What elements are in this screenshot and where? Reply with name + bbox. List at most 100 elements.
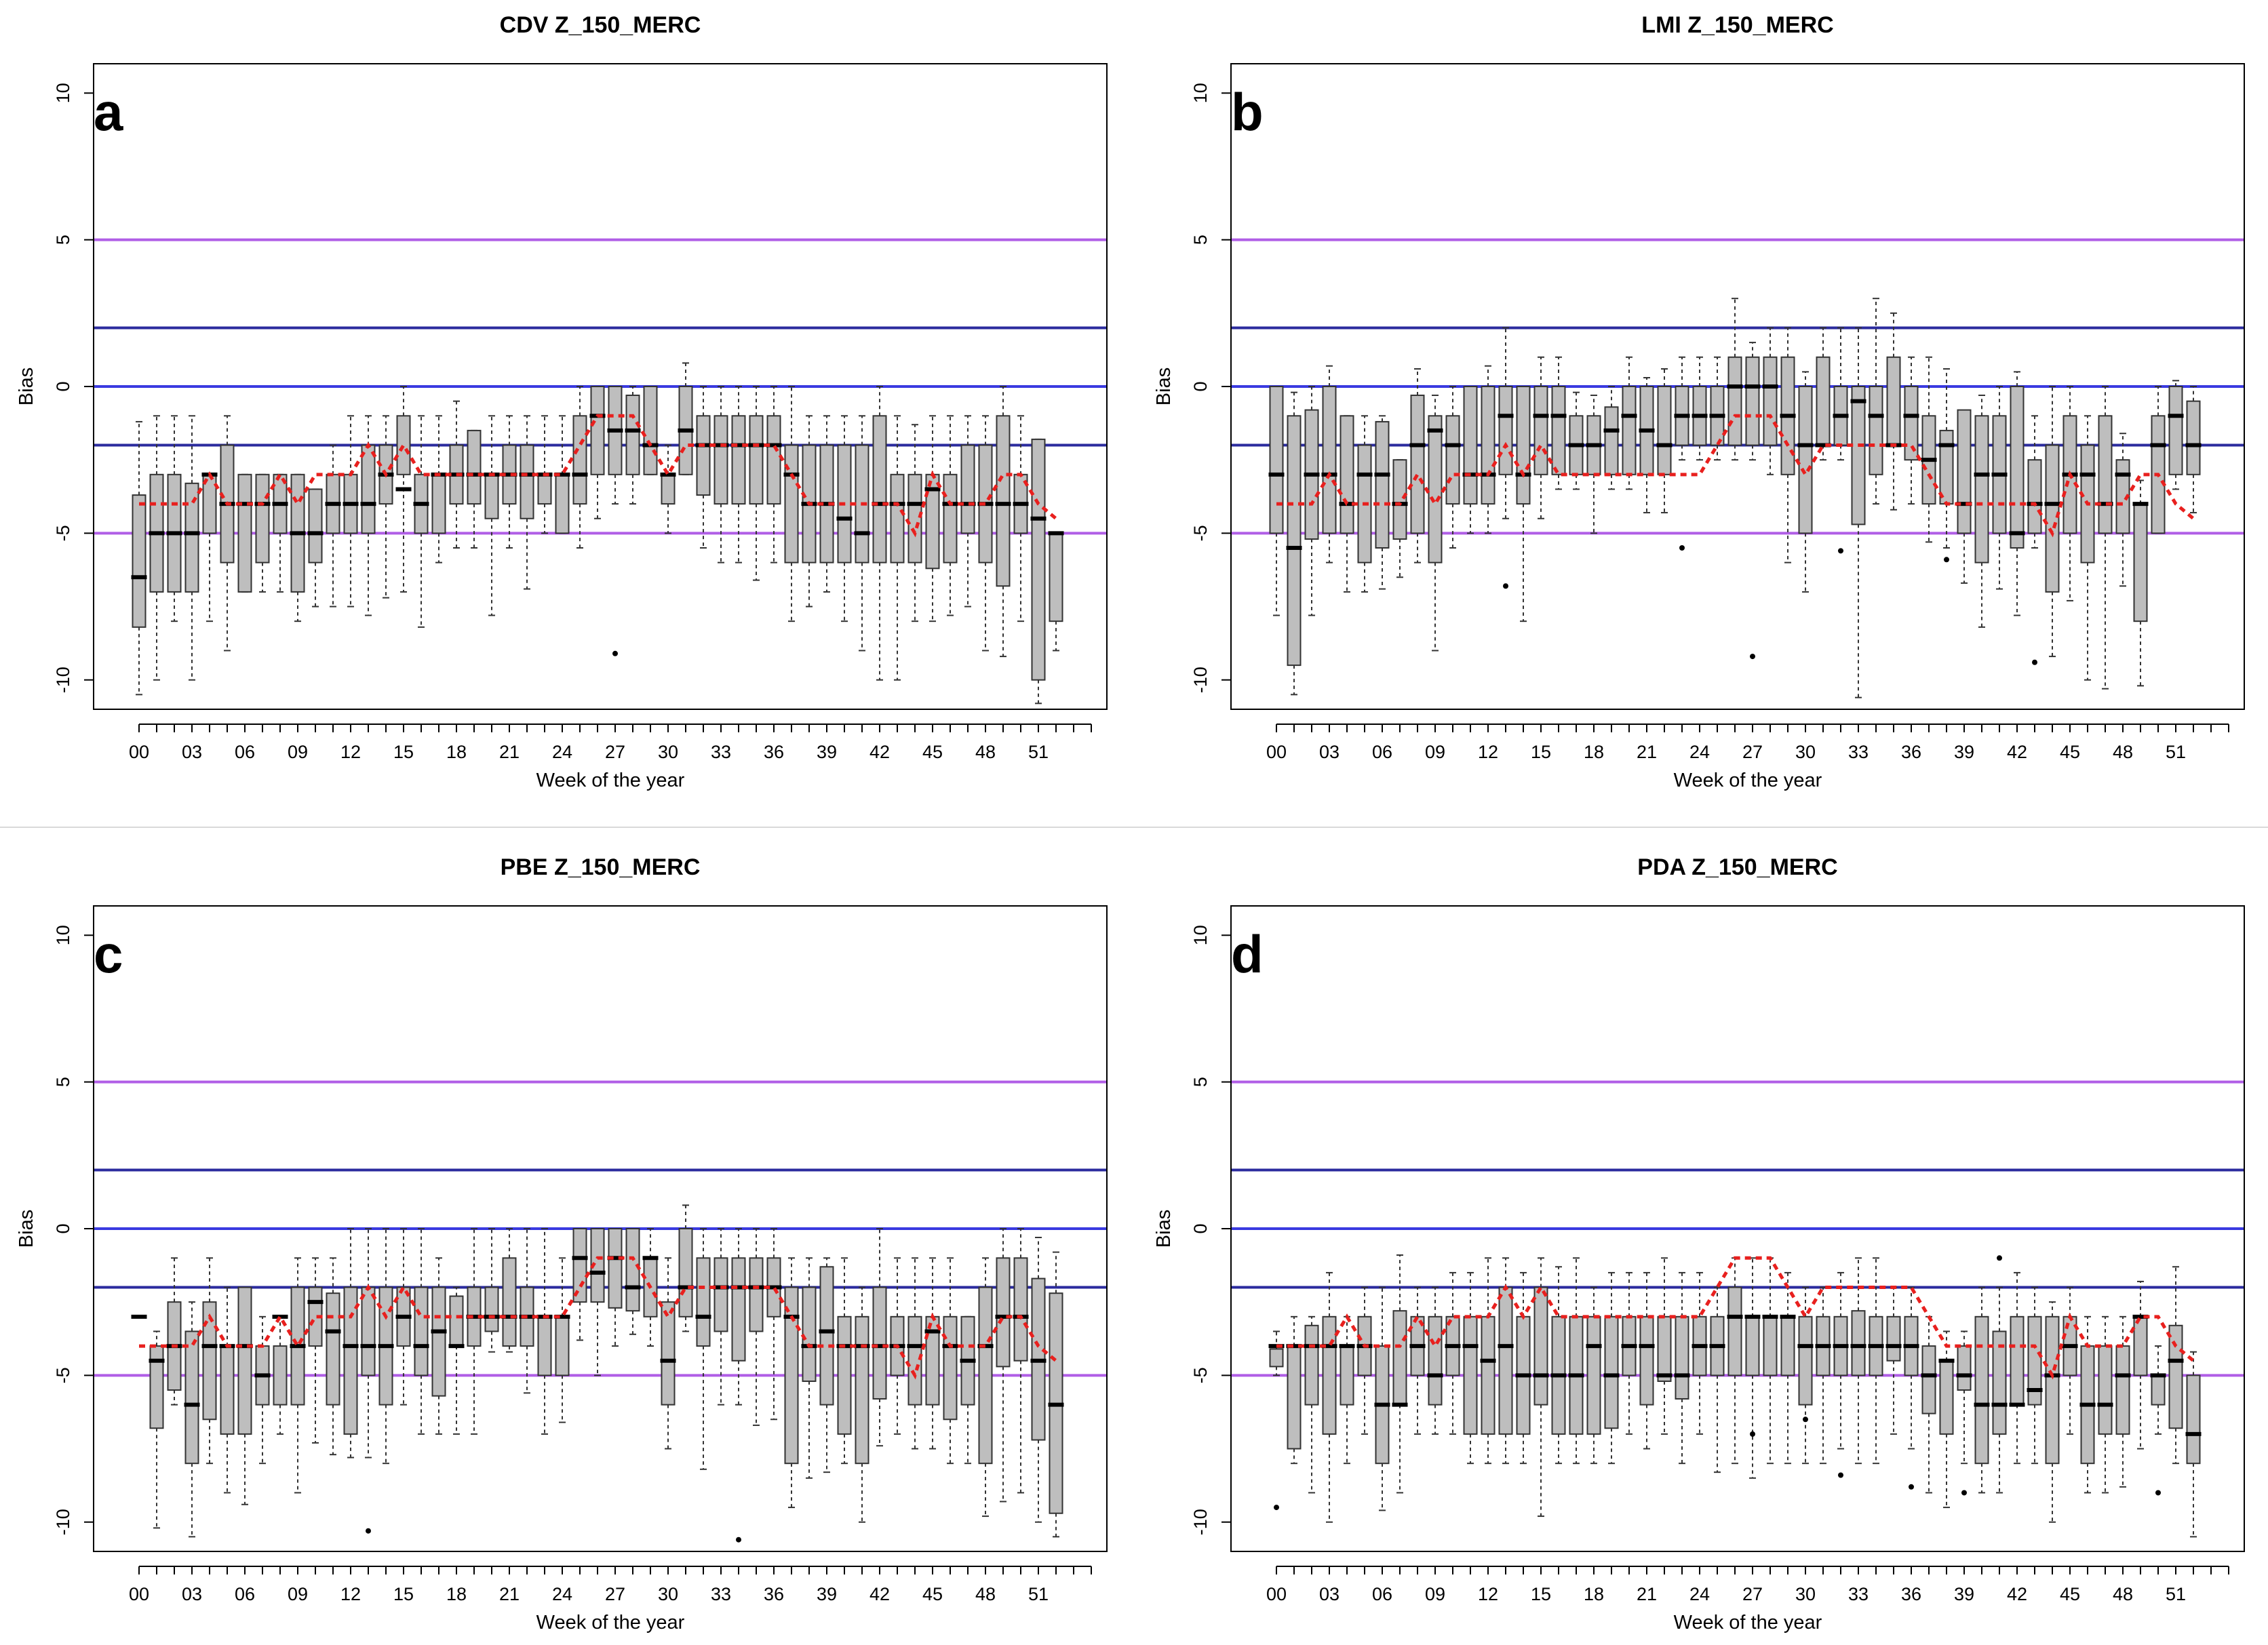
outlier-point — [2155, 1490, 2161, 1496]
box-week-25 — [572, 415, 587, 505]
box-week-27 — [1745, 356, 1760, 446]
box-week-5 — [220, 1345, 235, 1435]
box-week-22 — [520, 444, 534, 519]
box-week-49 — [2133, 1315, 2148, 1376]
box-week-34 — [731, 415, 746, 505]
box-week-1 — [1287, 415, 1302, 667]
box-week-32 — [696, 1257, 711, 1347]
y-tick-label: 5 — [1190, 235, 1211, 245]
box-week-25 — [572, 1228, 587, 1303]
box-week-26 — [590, 1228, 605, 1303]
panel-letter: d — [1231, 924, 1264, 984]
box-week-35 — [749, 415, 764, 505]
x-tick-label: 33 — [1848, 742, 1869, 762]
x-tick-label: 30 — [658, 742, 678, 762]
x-tick-label: 21 — [1637, 1584, 1657, 1604]
x-tick-label: 45 — [922, 742, 943, 762]
x-tick-label: 33 — [711, 742, 731, 762]
box-week-6 — [1375, 420, 1390, 549]
x-tick-label: 00 — [1266, 742, 1287, 762]
box-week-50 — [1013, 1257, 1028, 1362]
x-tick-label: 42 — [2007, 742, 2027, 762]
y-tick-label: -5 — [1190, 525, 1211, 541]
x-tick-label: 36 — [764, 1584, 784, 1604]
outlier-point — [1838, 548, 1843, 554]
box-week-13 — [361, 1286, 376, 1376]
box-week-15 — [396, 415, 411, 475]
y-tick-label: -10 — [1190, 667, 1211, 693]
x-tick-label: 33 — [711, 1584, 731, 1604]
box-week-23 — [537, 473, 552, 505]
x-tick-label: 00 — [129, 742, 149, 762]
trend-line — [1276, 414, 2195, 538]
box-week-35 — [749, 1257, 764, 1332]
box-week-26 — [1727, 1286, 1742, 1376]
x-tick-label: 51 — [1028, 742, 1049, 762]
box-week-28 — [625, 1228, 640, 1312]
x-axis-label: Week of the year — [536, 770, 685, 791]
x-tick-label: 27 — [1742, 1584, 1763, 1604]
x-tick-label: 03 — [1319, 742, 1340, 762]
box-week-0 — [1269, 386, 1284, 534]
box-week-31 — [678, 1228, 693, 1317]
box-week-44 — [2045, 1315, 2060, 1465]
box-week-22 — [1657, 1315, 1672, 1383]
x-tick-label: 24 — [1689, 742, 1710, 762]
box-week-20 — [1622, 386, 1637, 475]
chart-title: PDA Z_150_MERC — [1637, 854, 1837, 880]
box-week-28 — [1763, 1315, 1778, 1376]
y-tick-label: 10 — [1190, 925, 1211, 945]
x-tick-label: 15 — [393, 1584, 414, 1604]
box-week-24 — [555, 473, 570, 534]
box-week-30 — [661, 473, 676, 505]
box-week-16 — [414, 1286, 429, 1376]
y-tick-label: 10 — [53, 925, 73, 945]
x-tick-label: 00 — [1266, 1584, 1287, 1604]
x-tick-label: 21 — [1637, 742, 1657, 762]
box-week-30 — [1798, 1315, 1813, 1406]
box-week-42 — [872, 415, 887, 563]
box-week-40 — [837, 1315, 852, 1435]
x-tick-label: 48 — [2113, 1584, 2133, 1604]
x-tick-label: 51 — [1028, 1584, 1049, 1604]
x-tick-label: 51 — [2166, 1584, 2186, 1604]
box-week-43 — [2027, 1315, 2042, 1406]
box-week-49 — [2133, 503, 2148, 622]
x-tick-label: 21 — [499, 1584, 520, 1604]
box-week-22 — [1657, 386, 1672, 475]
x-tick-label: 45 — [2060, 1584, 2080, 1604]
box-week-51 — [2168, 386, 2183, 475]
x-tick-label: 51 — [2166, 742, 2186, 762]
box-week-28 — [1763, 356, 1778, 446]
box-week-41 — [855, 1315, 869, 1465]
box-week-3 — [1322, 1315, 1337, 1435]
y-tick-label: 5 — [53, 1077, 73, 1087]
x-tick-label: 09 — [288, 1584, 308, 1604]
outlier-point — [2032, 659, 2037, 665]
box-week-2 — [1304, 1324, 1319, 1406]
box-week-42 — [2010, 1315, 2025, 1406]
box-week-1 — [149, 1345, 164, 1429]
outlier-point — [366, 1528, 371, 1534]
box-week-40 — [1974, 1315, 1989, 1465]
box-week-4 — [1340, 1345, 1354, 1406]
x-tick-label: 06 — [235, 742, 255, 762]
box-week-38 — [1939, 1360, 1954, 1435]
box-week-47 — [960, 444, 975, 534]
x-tick-label: 15 — [1531, 1584, 1551, 1604]
x-tick-label: 18 — [1584, 742, 1604, 762]
box-week-42 — [2010, 386, 2025, 549]
box-week-35 — [1886, 1315, 1901, 1362]
box-week-47 — [2098, 1345, 2113, 1435]
box-week-33 — [1851, 386, 1866, 526]
y-axis-label: Bias — [16, 368, 37, 405]
x-tick-label: 39 — [1954, 742, 1974, 762]
box-week-35 — [1886, 356, 1901, 446]
box-week-4 — [202, 1301, 217, 1421]
chart-title: LMI Z_150_MERC — [1641, 12, 1833, 38]
y-tick-label: 0 — [1190, 381, 1211, 391]
x-tick-label: 09 — [1425, 742, 1445, 762]
x-tick-label: 27 — [1742, 742, 1763, 762]
x-tick-label: 36 — [1901, 1584, 1921, 1604]
